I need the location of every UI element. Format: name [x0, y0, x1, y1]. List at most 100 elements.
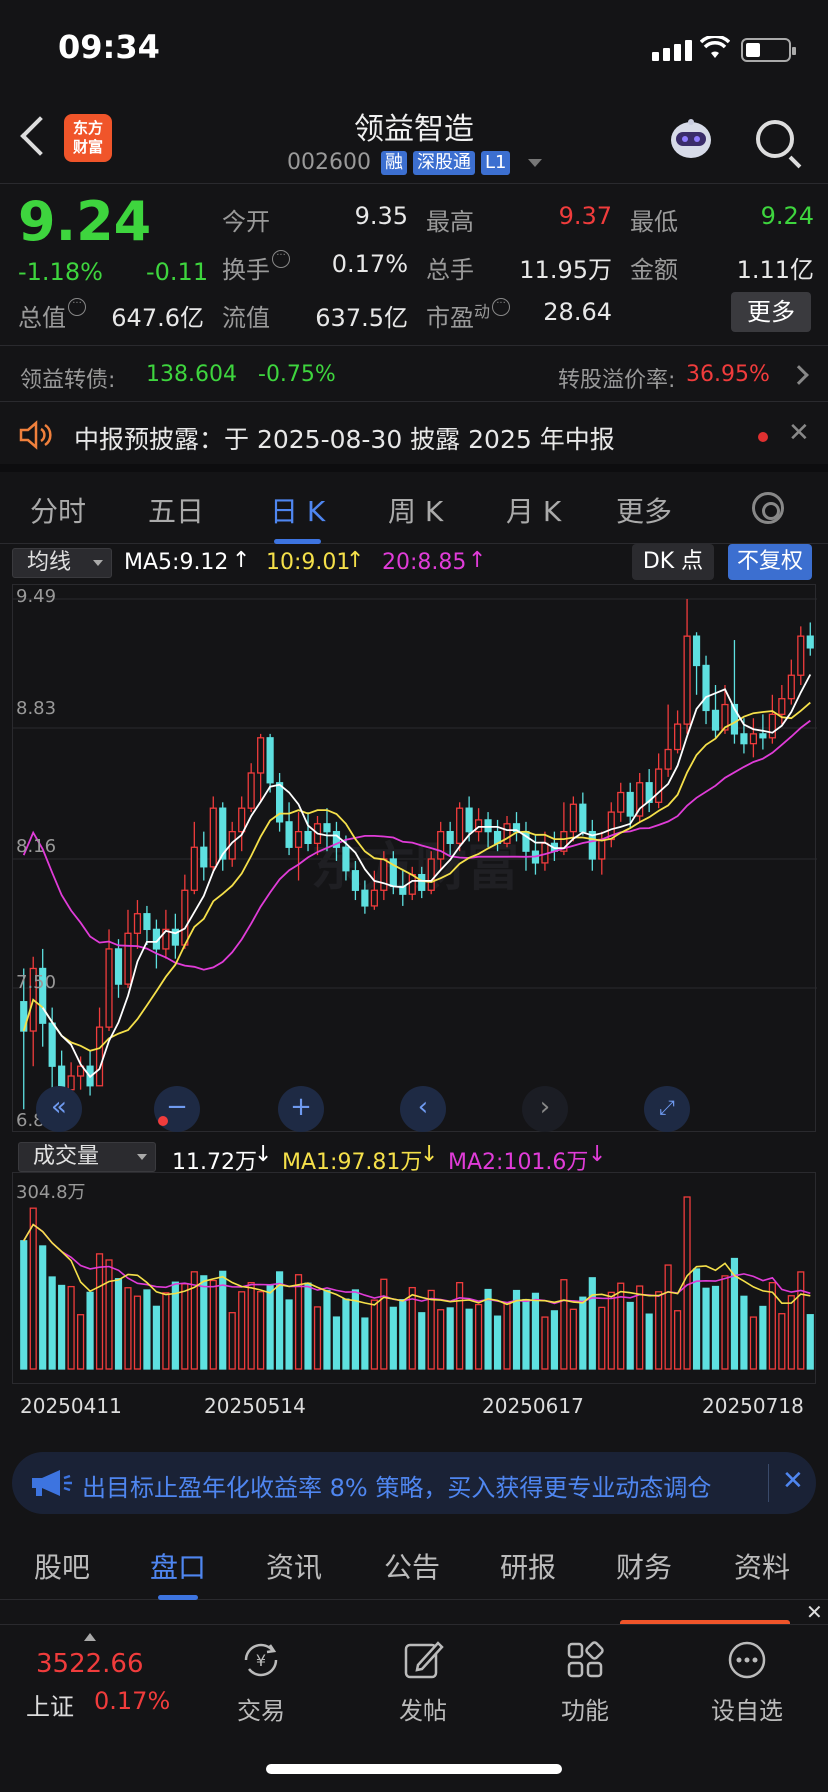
tab-monthly-k[interactable]: 月 K: [506, 495, 562, 528]
gear-icon[interactable]: [752, 492, 784, 524]
volume-bar: [133, 1295, 142, 1370]
tab-five-day[interactable]: 五日: [148, 495, 205, 528]
fullscreen-button[interactable]: ⤢: [644, 1086, 690, 1132]
candle-body: [456, 807, 464, 845]
volume-bar: [560, 1279, 568, 1370]
tab-weekly-k[interactable]: 周 K: [388, 495, 444, 528]
volume-bar: [95, 1253, 104, 1370]
stock-code-row[interactable]: 002600 融 深股通 L1: [287, 150, 543, 175]
tab-profile[interactable]: 资料: [734, 1551, 791, 1584]
volume-bar: [77, 1314, 85, 1370]
scroll-right-button[interactable]: ›: [522, 1086, 568, 1132]
close-icon[interactable]: ✕: [782, 1466, 804, 1496]
chevron-left-icon: ‹: [417, 1092, 429, 1122]
convertible-bond-row[interactable]: 领益转债: 138.604 -0.75% 转股溢价率: 36.95%: [0, 346, 828, 402]
volume-bar: [456, 1282, 464, 1370]
candle-body: [276, 782, 284, 823]
tab-guba[interactable]: 股吧: [34, 1551, 91, 1584]
sell-dot: [158, 1116, 168, 1126]
tab-announcements[interactable]: 公告: [384, 1551, 441, 1584]
volume-bar: [294, 1274, 303, 1370]
kline-chart[interactable]: 东方财富: [12, 584, 817, 1132]
tab-more[interactable]: 更多: [616, 495, 673, 528]
candle-body: [133, 913, 142, 934]
ma20-line: [22, 719, 811, 971]
notice-bar[interactable]: 中报预披露：于 2025-08-30 披露 2025 年中报 ✕: [0, 402, 828, 472]
scroll-left-button[interactable]: ‹: [400, 1086, 446, 1132]
x-date-label: 20250411: [20, 1394, 122, 1418]
turnover-label[interactable]: 换手···: [222, 250, 290, 285]
candle-body: [370, 889, 378, 907]
volume-indicator-select[interactable]: 成交量: [18, 1142, 156, 1172]
candle-body: [664, 748, 672, 770]
dk-point-button[interactable]: DK 点: [632, 544, 714, 580]
tab-pankou[interactable]: 盘口: [150, 1546, 206, 1600]
candle-body: [598, 838, 606, 860]
volume-bar: [361, 1317, 369, 1370]
functions-button[interactable]: 功能: [530, 1639, 640, 1726]
chevron-up-icon[interactable]: [84, 1633, 96, 1641]
status-time: 09:34: [58, 28, 160, 66]
ma5-line: [41, 674, 812, 1079]
quote-panel: 9.24 -1.18% -0.11 今开 9.35 最高 9.37 最低 9.2…: [0, 184, 828, 346]
vol-ma1-readout: MA1:97.81万: [282, 1150, 423, 1175]
indicator-select[interactable]: 均线: [12, 548, 112, 578]
tab-financials[interactable]: 财务: [616, 1551, 673, 1584]
tab-research[interactable]: 研报: [500, 1551, 557, 1584]
trade-button[interactable]: ¥ 交易: [206, 1639, 316, 1726]
tab-daily-k[interactable]: 日 K: [270, 490, 325, 544]
volume-bar: [550, 1310, 558, 1370]
eastmoney-logo[interactable]: 东方 财富: [64, 114, 112, 162]
search-icon[interactable]: [756, 120, 794, 158]
volume-bar: [408, 1286, 416, 1370]
low-label: 最低: [630, 208, 678, 236]
volume-bar: [512, 1289, 521, 1370]
ad-banner[interactable]: 出目标止盈年化收益率 8% 策略，买入获得更专业动态调仓 ✕: [12, 1452, 816, 1514]
close-icon[interactable]: ✕: [788, 418, 810, 448]
low-value: 9.24: [760, 202, 814, 230]
tab-news[interactable]: 资讯: [266, 1551, 323, 1584]
index-value[interactable]: 3522.66: [36, 1649, 144, 1679]
volume-bar: [238, 1291, 246, 1370]
volume-bar: [588, 1277, 596, 1370]
amount-value: 1.11亿: [736, 256, 814, 284]
add-watchlist-button[interactable]: 设自选: [692, 1639, 802, 1726]
add-watchlist-label: 设自选: [711, 1697, 783, 1725]
candle-body: [645, 782, 653, 803]
stock-header: 东方 财富 领益智造 002600 融 深股通 L1: [0, 96, 828, 184]
more-info-icon: ···: [492, 298, 511, 316]
mktcap-label[interactable]: 总值···: [18, 298, 86, 333]
candle-body: [162, 928, 170, 950]
more-button[interactable]: 更多: [731, 292, 811, 332]
volume-bar: [228, 1312, 236, 1370]
plus-icon: +: [290, 1092, 312, 1122]
tab-intraday[interactable]: 分时: [30, 495, 87, 528]
scroll-left-fast-button[interactable]: «: [36, 1086, 82, 1132]
stock-code: 002600: [287, 150, 371, 175]
candle-body: [674, 723, 682, 751]
volume-bar: [806, 1314, 814, 1370]
adjust-toggle-button[interactable]: 不复权: [728, 544, 812, 580]
pe-label[interactable]: 市盈动 ···: [426, 298, 511, 333]
candle-body: [285, 821, 293, 848]
zoom-out-button[interactable]: −: [154, 1086, 200, 1132]
arrow-up-icon: ↑: [232, 548, 251, 573]
candle-body: [787, 674, 795, 700]
zoom-in-button[interactable]: +: [278, 1086, 324, 1132]
volume-chart[interactable]: [12, 1172, 816, 1384]
volume-bar: [266, 1284, 274, 1370]
close-icon[interactable]: ✕: [806, 1600, 823, 1624]
candle-body: [484, 819, 492, 833]
price-change: -0.11: [146, 258, 209, 286]
candle-body: [200, 846, 208, 868]
post-button[interactable]: 发帖: [368, 1639, 478, 1726]
volume-bar: [313, 1306, 322, 1370]
volume-bar: [370, 1299, 378, 1370]
arrow-up-icon: ↑: [468, 548, 487, 573]
minus-icon: −: [166, 1092, 188, 1122]
volume-bar: [190, 1271, 198, 1370]
arrow-up-icon: ↑: [346, 548, 365, 573]
candle-body: [446, 830, 454, 845]
robot-assistant-icon[interactable]: [666, 118, 716, 162]
